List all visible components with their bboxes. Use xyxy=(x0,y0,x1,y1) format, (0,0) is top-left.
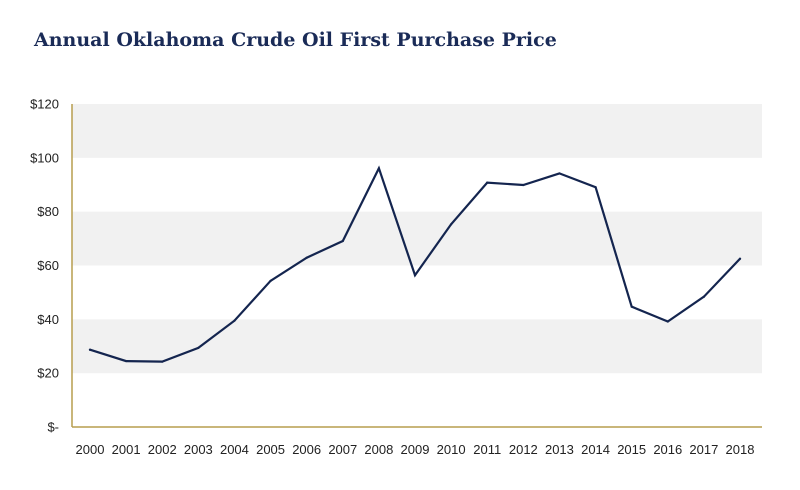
x-axis-ticks: 2000 2001 2002 2003 2004 2005 2006 2007 2008 2009… xyxy=(76,442,755,457)
x-tick-label: 2003 xyxy=(184,442,213,457)
data-point xyxy=(594,186,597,189)
series-group xyxy=(88,165,742,363)
data-point xyxy=(413,274,417,277)
data-point xyxy=(377,167,380,170)
x-tick-label: 2017 xyxy=(689,442,718,457)
y-tick-label: $20 xyxy=(37,366,59,381)
x-tick-label: 2002 xyxy=(148,442,177,457)
data-point xyxy=(233,319,236,322)
data-point xyxy=(197,346,200,349)
grid-band xyxy=(72,104,762,158)
data-point xyxy=(450,223,453,226)
grid-band xyxy=(72,211,762,266)
y-tick-label: $60 xyxy=(37,258,59,273)
y-tick-label: $- xyxy=(47,420,59,435)
x-tick-label: 2010 xyxy=(437,442,466,457)
x-tick-label: 2015 xyxy=(617,442,646,457)
x-tick-label: 2008 xyxy=(364,442,393,457)
chart-title: Annual Oklahoma Crude Oil First Purchase… xyxy=(34,29,557,51)
data-point xyxy=(702,295,705,298)
data-point xyxy=(738,257,742,260)
x-tick-label: 2007 xyxy=(328,442,357,457)
data-point xyxy=(305,256,308,259)
data-point xyxy=(125,359,128,363)
grid-bands xyxy=(72,104,762,374)
x-tick-label: 2000 xyxy=(76,442,105,457)
data-point xyxy=(161,360,164,363)
grid-band xyxy=(72,319,762,374)
data-point xyxy=(630,305,633,308)
data-point xyxy=(666,320,669,323)
y-tick-label: $100 xyxy=(30,150,59,165)
data-point xyxy=(486,181,489,184)
x-tick-label: 2011 xyxy=(473,442,501,457)
data-point xyxy=(522,183,525,187)
y-axis-ticks: $- $20 $40 $60 $80 $100 $120 xyxy=(30,97,59,435)
x-tick-label: 2001 xyxy=(112,442,141,457)
data-point xyxy=(341,239,344,243)
x-tick-label: 2014 xyxy=(581,442,610,457)
y-tick-label: $40 xyxy=(37,312,59,327)
data-point xyxy=(88,348,92,351)
x-tick-label: 2009 xyxy=(401,442,430,457)
y-tick-label: $80 xyxy=(37,204,59,219)
x-tick-label: 2005 xyxy=(256,442,285,457)
x-tick-label: 2018 xyxy=(726,442,755,457)
x-tick-label: 2004 xyxy=(220,442,249,457)
x-tick-label: 2016 xyxy=(653,442,682,457)
x-tick-label: 2013 xyxy=(545,442,574,457)
axes xyxy=(71,104,762,428)
data-point xyxy=(269,279,272,282)
x-tick-label: 2006 xyxy=(292,442,321,457)
y-tick-label: $120 xyxy=(30,97,59,112)
x-tick-label: 2012 xyxy=(509,442,538,457)
data-point xyxy=(558,172,561,175)
